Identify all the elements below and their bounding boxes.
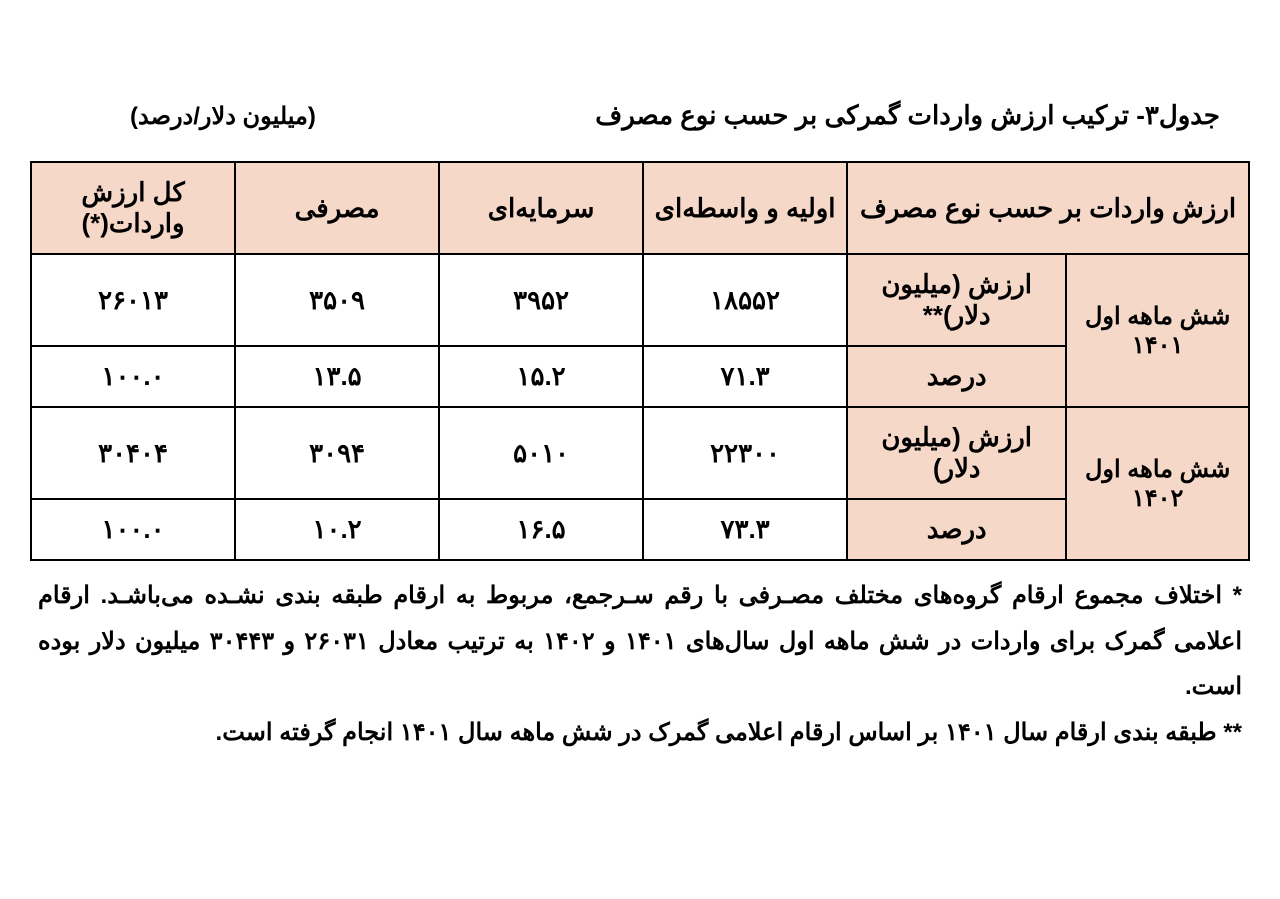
period-label: شش ماهه اول ۱۴۰۲ bbox=[1066, 407, 1249, 560]
col-header-consumer: مصرفی bbox=[235, 162, 439, 254]
table-header-row: ارزش واردات بر حسب نوع مصرف اولیه و واسط… bbox=[31, 162, 1249, 254]
cell-value: ۳۰۴۰۴ bbox=[31, 407, 235, 499]
cell-value: ۷۳.۳ bbox=[643, 499, 847, 560]
imports-table: ارزش واردات بر حسب نوع مصرف اولیه و واسط… bbox=[30, 161, 1250, 561]
cell-value: ۱۸۵۵۲ bbox=[643, 254, 847, 346]
cell-value: ۱۰۰.۰ bbox=[31, 499, 235, 560]
col-header-main: ارزش واردات بر حسب نوع مصرف bbox=[847, 162, 1249, 254]
table-row: درصد ۷۱.۳ ۱۵.۲ ۱۳.۵ ۱۰۰.۰ bbox=[31, 346, 1249, 407]
col-header-capital: سرمایه‌ای bbox=[439, 162, 643, 254]
page: جدول۳- ترکیب ارزش واردات گمرکی بر حسب نو… bbox=[0, 0, 1280, 785]
cell-value: ۱۶.۵ bbox=[439, 499, 643, 560]
period-label: شش ماهه اول ۱۴۰۱ bbox=[1066, 254, 1249, 407]
cell-value: ۷۱.۳ bbox=[643, 346, 847, 407]
cell-value: ۵۰۱۰ bbox=[439, 407, 643, 499]
footnotes: * اختلاف مجموع ارقام گروه‌های مختلف مصـر… bbox=[30, 573, 1250, 755]
table-row: درصد ۷۳.۳ ۱۶.۵ ۱۰.۲ ۱۰۰.۰ bbox=[31, 499, 1249, 560]
metric-label: ارزش (میلیون دلار) bbox=[847, 407, 1066, 499]
col-header-intermediate: اولیه و واسطه‌ای bbox=[643, 162, 847, 254]
cell-value: ۳۵۰۹ bbox=[235, 254, 439, 346]
cell-value: ۱۰۰.۰ bbox=[31, 346, 235, 407]
cell-value: ۳۹۵۲ bbox=[439, 254, 643, 346]
metric-label: درصد bbox=[847, 499, 1066, 560]
footnote-line: ** طبقه بندی ارقام سال ۱۴۰۱ بر اساس ارقا… bbox=[38, 710, 1242, 756]
table-row: شش ماهه اول ۱۴۰۲ ارزش (میلیون دلار) ۲۲۳۰… bbox=[31, 407, 1249, 499]
unit-label: (میلیون دلار/درصد) bbox=[130, 102, 316, 131]
cell-value: ۲۲۳۰۰ bbox=[643, 407, 847, 499]
cell-value: ۱۰.۲ bbox=[235, 499, 439, 560]
metric-label: ارزش (میلیون دلار)** bbox=[847, 254, 1066, 346]
title-row: جدول۳- ترکیب ارزش واردات گمرکی بر حسب نو… bbox=[30, 100, 1250, 131]
table-title: جدول۳- ترکیب ارزش واردات گمرکی بر حسب نو… bbox=[595, 100, 1220, 131]
cell-value: ۳۰۹۴ bbox=[235, 407, 439, 499]
col-header-total: کل ارزش واردات(*) bbox=[31, 162, 235, 254]
table-row: شش ماهه اول ۱۴۰۱ ارزش (میلیون دلار)** ۱۸… bbox=[31, 254, 1249, 346]
metric-label: درصد bbox=[847, 346, 1066, 407]
cell-value: ۲۶۰۱۳ bbox=[31, 254, 235, 346]
cell-value: ۱۳.۵ bbox=[235, 346, 439, 407]
footnote-line: * اختلاف مجموع ارقام گروه‌های مختلف مصـر… bbox=[38, 573, 1242, 710]
cell-value: ۱۵.۲ bbox=[439, 346, 643, 407]
